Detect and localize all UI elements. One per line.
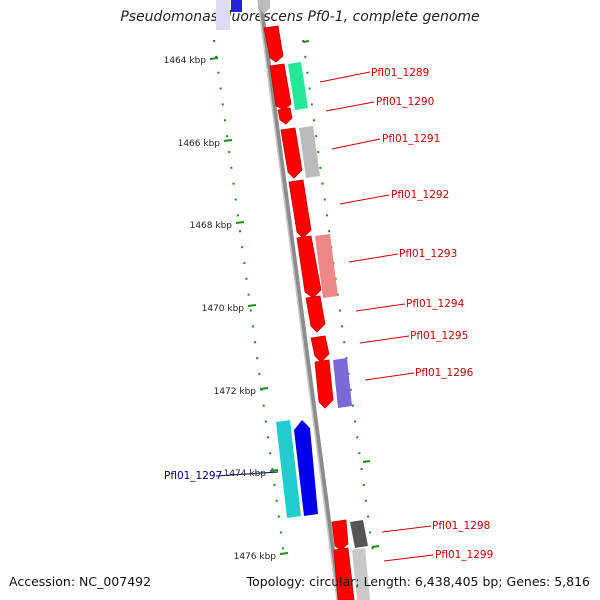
kbp-label: 1470 kbp xyxy=(202,304,245,314)
genome-summary-text: Topology: circular; Length: 6,438,405 bp… xyxy=(246,574,590,589)
gene-feature-pfl01-1291 xyxy=(299,126,320,178)
gene-arrow-red xyxy=(296,235,322,299)
gene-label: Pfl01_1289 xyxy=(371,67,429,79)
gene-arrow-red xyxy=(331,519,349,551)
gene-feature-partial-top xyxy=(216,0,230,30)
genome-backbone xyxy=(257,0,342,600)
gene-label: Pfl01_1297 xyxy=(164,470,222,482)
gene-label: Pfl01_1299 xyxy=(435,549,493,561)
gene-label: Pfl01_1293 xyxy=(399,248,457,260)
gene-feature-pfl01-1299 xyxy=(352,548,370,600)
gene-feature-pfl01-1298 xyxy=(350,520,368,548)
gene-label: Pfl01_1296 xyxy=(415,367,474,379)
gene-arrow-red xyxy=(314,359,334,409)
gene-label: Pfl01_1295 xyxy=(410,330,468,342)
label-leader-lines xyxy=(319,71,434,562)
kbp-label: 1464 kbp xyxy=(164,56,207,66)
gene-label: Pfl01_1291 xyxy=(382,133,440,145)
gene-label: Pfl01_1298 xyxy=(432,520,490,532)
right-ticks xyxy=(302,40,380,548)
map-title: Pseudomonas fluorescens Pf0-1, complete … xyxy=(120,9,480,25)
gene-arrow-red xyxy=(277,107,293,125)
gene-arrow-red xyxy=(280,127,303,179)
gene-arrow-red xyxy=(305,295,326,333)
gene-label: Pfl01_1292 xyxy=(391,189,449,201)
kbp-ticks xyxy=(209,57,289,555)
outer-dotted-track-left xyxy=(213,39,285,556)
gene-arrow-red xyxy=(269,63,292,111)
gene-feature-pfl01-1297 xyxy=(294,420,318,516)
gene-arrow-red xyxy=(263,25,284,63)
gene-feature-pfl01-1289 xyxy=(288,62,308,110)
gene-arrow-red xyxy=(288,179,312,239)
gene-arrow-red xyxy=(333,547,355,600)
kbp-label: 1476 kbp xyxy=(234,552,277,562)
gene-labels: Pfl01_1289 Pfl01_1290 Pfl01_1291 Pfl01_1… xyxy=(371,67,493,561)
gene-feature-pfl01-1293 xyxy=(315,234,338,298)
gene-label: Pfl01_1290 xyxy=(376,96,434,108)
kbp-label: 1474 kbp xyxy=(224,469,267,479)
kbp-labels: 1464 kbp 1466 kbp 1468 kbp 1470 kbp 1472… xyxy=(164,56,277,562)
gene-feature-cyan xyxy=(276,420,301,518)
kbp-label: 1468 kbp xyxy=(190,221,233,231)
accession-text: Accession: NC_007492 xyxy=(9,574,152,589)
kbp-label: 1466 kbp xyxy=(178,139,221,149)
label-leader-line-pfl01-1297 xyxy=(215,471,279,477)
gene-feature-pfl01-1296 xyxy=(333,358,352,408)
red-gene-arrows xyxy=(263,25,355,600)
gene-feature-partial-top-blue xyxy=(231,0,242,12)
gene-arrow-red xyxy=(310,335,330,363)
gene-label: Pfl01_1294 xyxy=(406,298,465,310)
gene-feature-partial-top-gray xyxy=(258,0,270,14)
kbp-label: 1472 kbp xyxy=(214,387,257,397)
